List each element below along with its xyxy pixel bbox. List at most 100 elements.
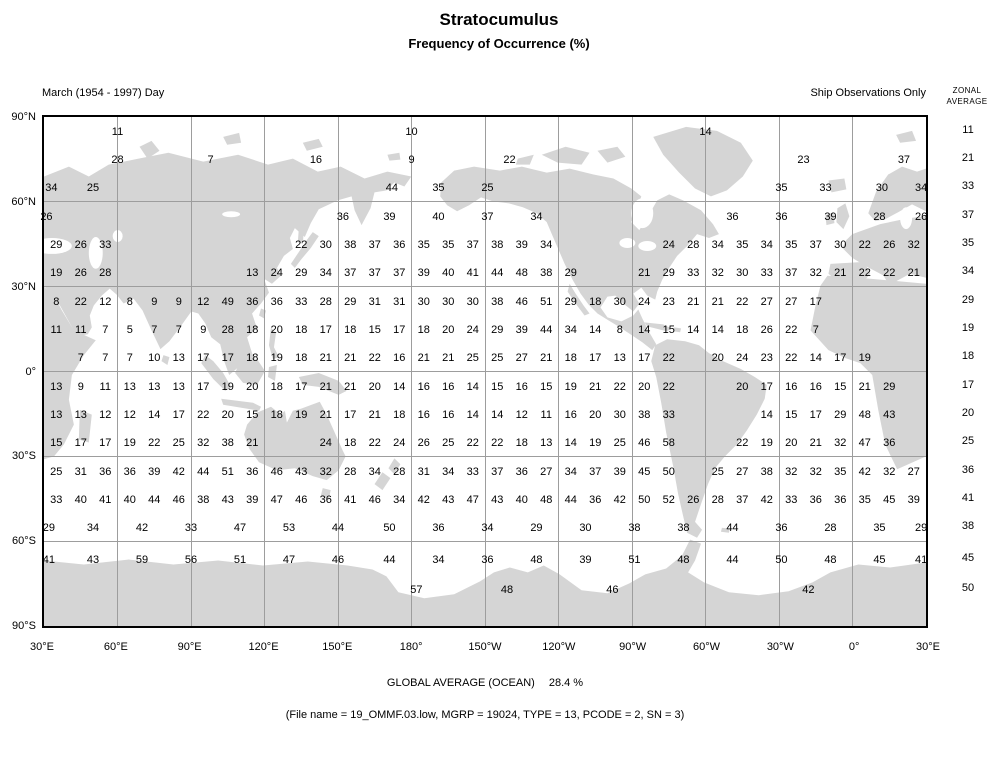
grid-value-40S-50S: 33 (785, 494, 798, 506)
grid-value-20N-30N: 8 (126, 296, 133, 308)
grid-value-0-10N: 16 (393, 352, 406, 364)
grid-value-30S-40S: 25 (711, 466, 724, 478)
lon-label: 60°W (692, 641, 721, 653)
grid-value-10N-20N: 34 (564, 324, 577, 336)
grid-value-60S-70S: 48 (677, 554, 690, 566)
grid-value-20S-30S: 21 (246, 437, 259, 449)
grid-value-10S-20S: 21 (368, 409, 381, 421)
grid-value-30S-40S: 51 (221, 466, 234, 478)
grid-value-50S-60S: 34 (481, 522, 494, 534)
grid-value-10N-20N: 8 (616, 324, 623, 336)
grid-value-60N-70N: 30 (875, 182, 889, 194)
zonal-average-value: 25 (961, 435, 975, 447)
grid-value-30S-40S: 43 (295, 466, 308, 478)
grid-value-20S-30S: 13 (540, 437, 553, 449)
grid-value-10N-20N: 17 (393, 324, 406, 336)
grid-value-10S-20S: 48 (858, 409, 871, 421)
grid-value-60N-70N: 25 (86, 182, 100, 194)
grid-value-20N-30N: 9 (151, 296, 158, 308)
grid-value-0-10N: 22 (662, 352, 675, 364)
lat-label: 90°S (12, 620, 36, 632)
grid-value-50N-60N: 37 (481, 211, 494, 223)
grid-value-0-10S: 17 (295, 381, 308, 393)
grid-value-10N-20N: 29 (491, 324, 504, 336)
grid-value-30S-40S: 36 (246, 466, 259, 478)
grid-value-40N-50N: 26 (74, 239, 87, 251)
grid-value-40N-50N: 37 (368, 239, 381, 251)
grid-value-40S-50S: 43 (221, 494, 234, 506)
zonal-average-value: 11 (962, 124, 974, 136)
grid-value-40S-50S: 37 (736, 494, 749, 506)
grid-value-30N-40N: 41 (466, 267, 479, 279)
zonal-average-value: 29 (961, 294, 975, 306)
grid-value-0-10N: 20 (711, 352, 724, 364)
grid-value-50S-60S: 44 (331, 522, 345, 534)
grid-value-50S-60S: 36 (775, 522, 788, 534)
grid-value-40N-50N: 34 (540, 239, 553, 251)
grid-value-60N-70N: 35 (432, 182, 445, 194)
lon-label: 60°E (103, 641, 128, 653)
zonal-average-value: 17 (961, 379, 975, 391)
grid-value-30S-40S: 42 (858, 466, 871, 478)
grid-value-50S-60S: 53 (282, 522, 296, 534)
grid-value-30S-40S: 39 (148, 466, 161, 478)
grid-value-0-10N: 17 (589, 352, 602, 364)
grid-value-0-10S: 15 (834, 381, 847, 393)
grid-value-60S-70S: 41 (42, 554, 56, 566)
grid-value-10S-20S: 30 (613, 409, 626, 421)
grid-value-50N-60N: 26 (914, 211, 928, 223)
grid-value-40S-50S: 43 (442, 494, 455, 506)
grid-value-40N-50N: 35 (736, 239, 749, 251)
grid-value-0-10S: 17 (760, 381, 773, 393)
grid-value-20N-30N: 49 (221, 296, 234, 308)
grid-value-0-10S: 14 (466, 381, 479, 393)
grid-value-50N-60N: 39 (383, 211, 396, 223)
grid-value-40S-50S: 52 (662, 494, 675, 506)
lon-label: 120°W (542, 641, 576, 653)
global-average-label: GLOBAL AVERAGE (OCEAN) (386, 677, 535, 689)
zonal-average-value: 38 (961, 520, 975, 532)
zonal-average-column-header: ZONAL AVERAGE (937, 85, 997, 107)
grid-value-40N-50N: 33 (99, 239, 112, 251)
grid-value-0-10S: 13 (148, 381, 161, 393)
grid-value-30N-40N: 33 (687, 267, 700, 279)
grid-value-30N-40N: 32 (711, 267, 724, 279)
grid-value-30S-40S: 31 (74, 466, 87, 478)
grid-value-20S-30S: 24 (393, 437, 406, 449)
grid-value-40S-50S: 46 (295, 494, 308, 506)
grid-value-40S-50S: 35 (858, 494, 871, 506)
grid-value-10S-20S: 22 (197, 409, 210, 421)
grid-value-30S-40S: 25 (50, 466, 63, 478)
grid-value-20S-30S: 32 (197, 437, 210, 449)
latitude-gridline (44, 286, 926, 288)
grid-value-0-10N: 10 (148, 352, 161, 364)
grid-value-10N-20N: 11 (75, 324, 87, 336)
grid-value-60S-70S: 59 (135, 554, 149, 566)
grid-value-0-10N: 7 (77, 352, 84, 364)
grid-value-0-10N: 23 (760, 352, 773, 364)
grid-value-0-10N: 25 (466, 352, 479, 364)
grid-value-30S-40S: 42 (172, 466, 185, 478)
source-label: Ship Observations Only (810, 87, 926, 99)
grid-value-20S-30S: 14 (564, 437, 577, 449)
grid-value-20N-30N: 38 (491, 296, 504, 308)
grid-value-40N-50N: 37 (466, 239, 479, 251)
grid-value-40N-50N: 35 (442, 239, 455, 251)
grid-value-20S-30S: 25 (442, 437, 455, 449)
global-average-line: GLOBAL AVERAGE (OCEAN) 28.4 % (42, 677, 928, 689)
grid-value-30S-40S: 35 (834, 466, 847, 478)
grid-value-50S-60S: 38 (677, 522, 690, 534)
grid-value-20S-30S: 47 (858, 437, 871, 449)
grid-value-0-10S: 14 (393, 381, 406, 393)
grid-value-40S-50S: 43 (491, 494, 504, 506)
grid-value-10S-20S: 13 (74, 409, 87, 421)
latitude-gridline (44, 455, 926, 457)
grid-value-10S-20S: 17 (172, 409, 185, 421)
grid-value-0-10N: 17 (834, 352, 847, 364)
grid-value-50S-60S: 44 (726, 522, 739, 534)
grid-value-30S-40S: 32 (785, 466, 798, 478)
grid-value-40N-50N: 22 (295, 239, 308, 251)
lat-label: 60°N (11, 195, 36, 208)
grid-value-30N-40N: 48 (515, 267, 528, 279)
grid-value-80N-90N: 14 (699, 126, 712, 138)
